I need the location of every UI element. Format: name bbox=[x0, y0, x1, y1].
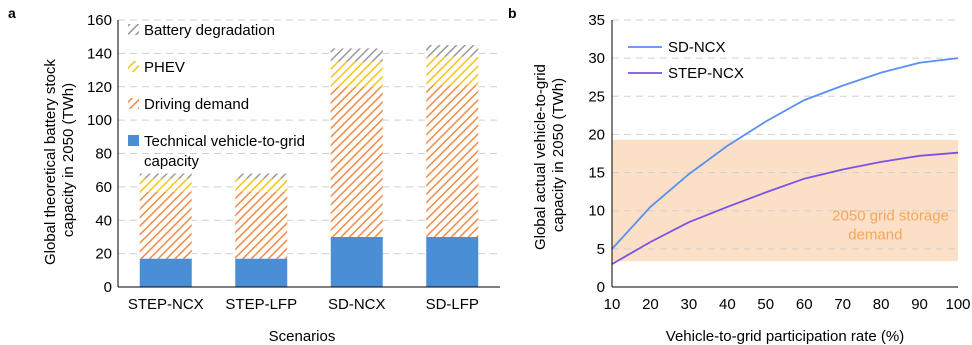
panel-a-y-tick-labels: 0 20 40 60 80 100 120 140 160 bbox=[87, 12, 112, 296]
bar-step-lfp-phev bbox=[235, 178, 288, 192]
y-tick-label: 140 bbox=[87, 45, 112, 62]
bar-step-ncx-technical-vehicle-to-grid-capacity bbox=[139, 258, 192, 287]
y-tick-label: 20 bbox=[95, 246, 112, 263]
panel-b-y-axis-label: Global actual vehicle-to-grid capacity i… bbox=[532, 60, 567, 250]
x-tick-label: 90 bbox=[911, 296, 928, 313]
panel-b-x-tick-labels: 10 20 30 40 50 60 70 80 90 100 bbox=[604, 296, 971, 313]
x-tick-label: 50 bbox=[757, 296, 774, 313]
panel-b-axes bbox=[611, 20, 958, 288]
panel-a-x-tick-labels: STEP-NCX STEP-LFP SD-NCX SD-LFP bbox=[128, 296, 479, 313]
y-tick-label: 100 bbox=[87, 112, 112, 129]
y-tick-label: 30 bbox=[588, 50, 605, 67]
bar-step-ncx-battery-degradation bbox=[139, 173, 192, 179]
panel-a-y-axis-label-line-2: capacity in 2050 (TWh) bbox=[60, 83, 77, 237]
panel-a-x-axis-label: Scenarios bbox=[269, 328, 336, 345]
y-tick-label: 25 bbox=[588, 88, 605, 105]
panel-b-y-axis-label-line-1: Global actual vehicle-to-grid bbox=[532, 64, 549, 250]
panel-b-grid-storage-band bbox=[612, 139, 958, 262]
panel-b-letter: b bbox=[508, 5, 517, 21]
panel-a-legend: Battery degradation PHEV Driving demand … bbox=[128, 22, 305, 170]
x-tick-label: 100 bbox=[945, 296, 970, 313]
x-tick-label: SD-LFP bbox=[426, 296, 479, 313]
x-tick-label: 40 bbox=[719, 296, 736, 313]
legend-swatch-battery-degradation bbox=[128, 24, 139, 35]
y-tick-label: 15 bbox=[588, 165, 605, 182]
bar-step-ncx-phev bbox=[139, 178, 192, 192]
series-line-step-ncx bbox=[611, 151, 959, 265]
bar-step-ncx-driving-demand bbox=[139, 191, 192, 259]
bar-sd-lfp-driving-demand bbox=[426, 85, 479, 237]
y-tick-label: 10 bbox=[588, 203, 605, 220]
panel-b-band-label-line-2: demand bbox=[848, 227, 902, 244]
series-line-sd-ncx bbox=[611, 57, 959, 250]
bar-sd-ncx-technical-vehicle-to-grid-capacity bbox=[330, 236, 383, 287]
legend-label-technical-v2g-line-1: Technical vehicle-to-grid bbox=[144, 133, 305, 150]
bar-sd-ncx-battery-degradation bbox=[330, 48, 383, 62]
panel-b-y-axis-label-line-2: capacity in 2050 (TWh) bbox=[550, 78, 567, 232]
legend-swatch-phev bbox=[128, 61, 139, 72]
legend-label-sd-ncx: SD-NCX bbox=[668, 39, 726, 56]
x-tick-label: 20 bbox=[642, 296, 659, 313]
bar-step-lfp-driving-demand bbox=[235, 191, 288, 259]
legend-label-technical-v2g-line-2: capacity bbox=[144, 153, 200, 170]
y-tick-label: 0 bbox=[104, 279, 112, 296]
x-tick-label: 60 bbox=[796, 296, 813, 313]
panel-a-bar-chart: a 0 20 40 60 80 100 120 140 160 STEP-NCX STEP-LFP… bbox=[8, 5, 500, 345]
panel-b-y-tick-labels: 0 5 10 15 20 25 30 35 bbox=[588, 12, 605, 296]
legend-label-phev: PHEV bbox=[144, 59, 185, 76]
grid-storage-demand-band bbox=[612, 139, 958, 262]
x-tick-label: SD-NCX bbox=[328, 296, 386, 313]
legend-label-battery-degradation: Battery degradation bbox=[144, 22, 275, 39]
panel-a-y-axis-label-line-1: Global theoretical battery stock bbox=[42, 59, 59, 265]
x-tick-label: 30 bbox=[681, 296, 698, 313]
x-tick-label: STEP-NCX bbox=[128, 296, 204, 313]
bar-step-lfp-technical-vehicle-to-grid-capacity bbox=[235, 258, 288, 287]
y-tick-label: 80 bbox=[95, 146, 112, 163]
panel-b-series-lines bbox=[611, 57, 959, 265]
legend-label-step-ncx: STEP-NCX bbox=[668, 65, 744, 82]
bar-step-lfp-battery-degradation bbox=[235, 173, 288, 179]
x-tick-label: STEP-LFP bbox=[225, 296, 297, 313]
legend-label-driving-demand: Driving demand bbox=[144, 96, 249, 113]
panel-b-gridlines bbox=[612, 19, 958, 250]
y-tick-label: 0 bbox=[597, 279, 605, 296]
y-tick-label: 60 bbox=[95, 179, 112, 196]
x-tick-label: 70 bbox=[834, 296, 851, 313]
panel-b-band-label: 2050 grid storage demand bbox=[832, 208, 953, 244]
bar-sd-ncx-phev bbox=[330, 61, 383, 87]
y-tick-label: 120 bbox=[87, 79, 112, 96]
panel-a-letter: a bbox=[8, 5, 16, 21]
panel-b-line-chart: b 0 5 10 15 20 25 30 35 10 20 30 40 50 60 70 80 90 100 V… bbox=[508, 5, 971, 345]
bar-sd-lfp-battery-degradation bbox=[426, 45, 479, 57]
panel-a-bars bbox=[139, 45, 479, 287]
y-tick-label: 5 bbox=[597, 241, 605, 258]
panel-a-axes bbox=[117, 20, 500, 288]
panel-a-y-axis-label: Global theoretical battery stock capacit… bbox=[42, 55, 77, 265]
x-tick-label: 80 bbox=[873, 296, 890, 313]
panel-b-band-label-line-1: 2050 grid storage bbox=[832, 208, 949, 225]
y-tick-label: 160 bbox=[87, 12, 112, 29]
bar-sd-lfp-phev bbox=[426, 56, 479, 86]
y-tick-label: 20 bbox=[588, 126, 605, 143]
y-tick-label: 35 bbox=[588, 12, 605, 29]
panel-b-x-axis-label: Vehicle-to-grid participation rate (%) bbox=[666, 328, 904, 345]
y-tick-label: 40 bbox=[95, 212, 112, 229]
legend-swatch-driving-demand bbox=[128, 98, 139, 109]
panel-b-legend: SD-NCX STEP-NCX bbox=[628, 39, 744, 82]
legend-swatch-technical-v2g bbox=[128, 135, 139, 146]
bar-sd-ncx-driving-demand bbox=[330, 86, 383, 237]
bar-sd-lfp-technical-vehicle-to-grid-capacity bbox=[426, 236, 479, 287]
x-tick-label: 10 bbox=[604, 296, 621, 313]
